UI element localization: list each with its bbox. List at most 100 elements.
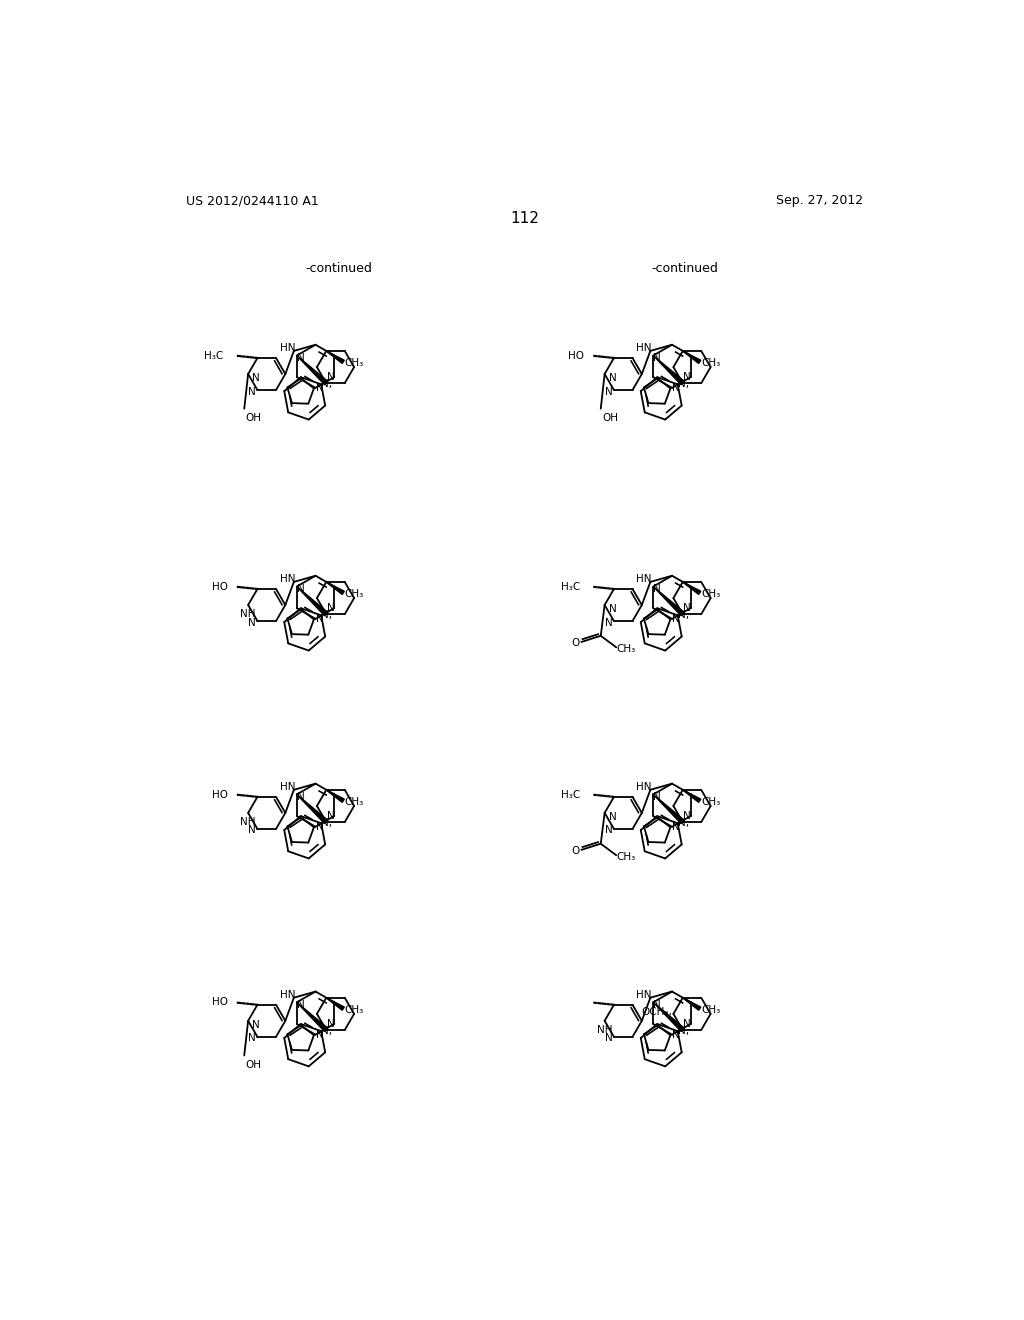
Text: HO: HO — [568, 351, 585, 360]
Text: N: N — [252, 372, 260, 383]
Text: H₃C: H₃C — [560, 582, 580, 591]
Polygon shape — [683, 351, 700, 363]
Text: N: N — [683, 603, 691, 612]
Text: NH: NH — [241, 817, 256, 828]
Polygon shape — [297, 795, 328, 824]
Text: N: N — [315, 383, 324, 393]
Text: -continued: -continued — [305, 261, 373, 275]
Text: N: N — [604, 387, 612, 396]
Text: HO: HO — [212, 998, 228, 1007]
Text: CH₃: CH₃ — [615, 644, 635, 653]
Text: N: N — [297, 999, 304, 1010]
Text: CH₃: CH₃ — [344, 590, 364, 599]
Text: N: N — [653, 352, 662, 363]
Text: N,: N, — [678, 818, 689, 828]
Text: HN: HN — [636, 781, 652, 792]
Text: N: N — [608, 372, 616, 383]
Text: N: N — [327, 603, 335, 612]
Text: NH: NH — [241, 610, 256, 619]
Text: US 2012/0244110 A1: US 2012/0244110 A1 — [186, 194, 318, 207]
Text: HN: HN — [636, 574, 652, 583]
Text: CH₃: CH₃ — [344, 1006, 364, 1015]
Polygon shape — [327, 789, 344, 803]
Text: N: N — [252, 1019, 260, 1030]
Text: HN: HN — [636, 990, 652, 999]
Text: N: N — [297, 352, 304, 363]
Text: N,: N, — [322, 1026, 332, 1036]
Text: NH: NH — [597, 1026, 612, 1035]
Text: H₃C: H₃C — [204, 351, 223, 360]
Text: HN: HN — [280, 990, 295, 999]
Text: CH₃: CH₃ — [701, 797, 720, 808]
Text: N: N — [248, 825, 256, 836]
Text: HO: HO — [212, 789, 228, 800]
Text: N: N — [248, 387, 256, 396]
Text: HN: HN — [280, 574, 295, 583]
Polygon shape — [653, 1002, 684, 1031]
Polygon shape — [653, 795, 684, 824]
Text: N: N — [672, 383, 680, 393]
Text: OH: OH — [246, 1060, 262, 1069]
Text: N: N — [672, 614, 680, 624]
Text: N,: N, — [322, 610, 332, 620]
Polygon shape — [297, 586, 328, 615]
Text: N: N — [604, 618, 612, 627]
Text: N: N — [327, 1019, 335, 1028]
Text: N: N — [315, 822, 324, 832]
Text: -continued: -continued — [651, 261, 718, 275]
Text: CH₃: CH₃ — [344, 359, 364, 368]
Text: N: N — [683, 372, 691, 381]
Text: N: N — [297, 792, 304, 801]
Polygon shape — [653, 586, 684, 615]
Text: OCH₃,: OCH₃, — [642, 1007, 673, 1018]
Polygon shape — [297, 355, 328, 384]
Text: N: N — [683, 1019, 691, 1028]
Text: CH₃: CH₃ — [344, 797, 364, 808]
Text: HO: HO — [212, 582, 228, 591]
Text: N: N — [248, 618, 256, 627]
Text: N: N — [248, 1034, 256, 1043]
Text: CH₃: CH₃ — [701, 590, 720, 599]
Polygon shape — [327, 998, 344, 1010]
Polygon shape — [683, 998, 700, 1010]
Text: HN: HN — [636, 343, 652, 352]
Text: H₃C: H₃C — [560, 789, 580, 800]
Text: Sep. 27, 2012: Sep. 27, 2012 — [776, 194, 863, 207]
Text: N: N — [327, 372, 335, 381]
Text: N: N — [315, 614, 324, 624]
Text: N: N — [653, 999, 662, 1010]
Text: CH₃: CH₃ — [701, 359, 720, 368]
Text: N,: N, — [678, 610, 689, 620]
Text: N: N — [315, 1030, 324, 1040]
Text: HN: HN — [280, 343, 295, 352]
Text: N: N — [327, 810, 335, 821]
Text: OH: OH — [246, 413, 262, 422]
Text: N: N — [608, 812, 616, 822]
Text: N,: N, — [322, 818, 332, 828]
Text: N,: N, — [678, 1026, 689, 1036]
Text: O: O — [571, 639, 580, 648]
Text: CH₃: CH₃ — [701, 1006, 720, 1015]
Text: N,: N, — [322, 379, 332, 389]
Text: N: N — [672, 1030, 680, 1040]
Polygon shape — [683, 789, 700, 803]
Text: O: O — [571, 846, 580, 857]
Text: 112: 112 — [510, 211, 540, 226]
Text: N,: N, — [678, 379, 689, 389]
Polygon shape — [327, 582, 344, 594]
Text: N: N — [683, 810, 691, 821]
Polygon shape — [327, 351, 344, 363]
Text: N: N — [604, 1034, 612, 1043]
Text: N: N — [297, 583, 304, 594]
Polygon shape — [297, 1002, 328, 1031]
Text: N: N — [653, 792, 662, 801]
Text: N: N — [672, 822, 680, 832]
Polygon shape — [653, 355, 684, 384]
Text: OH: OH — [602, 413, 618, 422]
Text: CH₃: CH₃ — [615, 851, 635, 862]
Text: N: N — [608, 603, 616, 614]
Text: N: N — [653, 583, 662, 594]
Polygon shape — [683, 582, 700, 594]
Text: HN: HN — [280, 781, 295, 792]
Text: N: N — [604, 825, 612, 836]
